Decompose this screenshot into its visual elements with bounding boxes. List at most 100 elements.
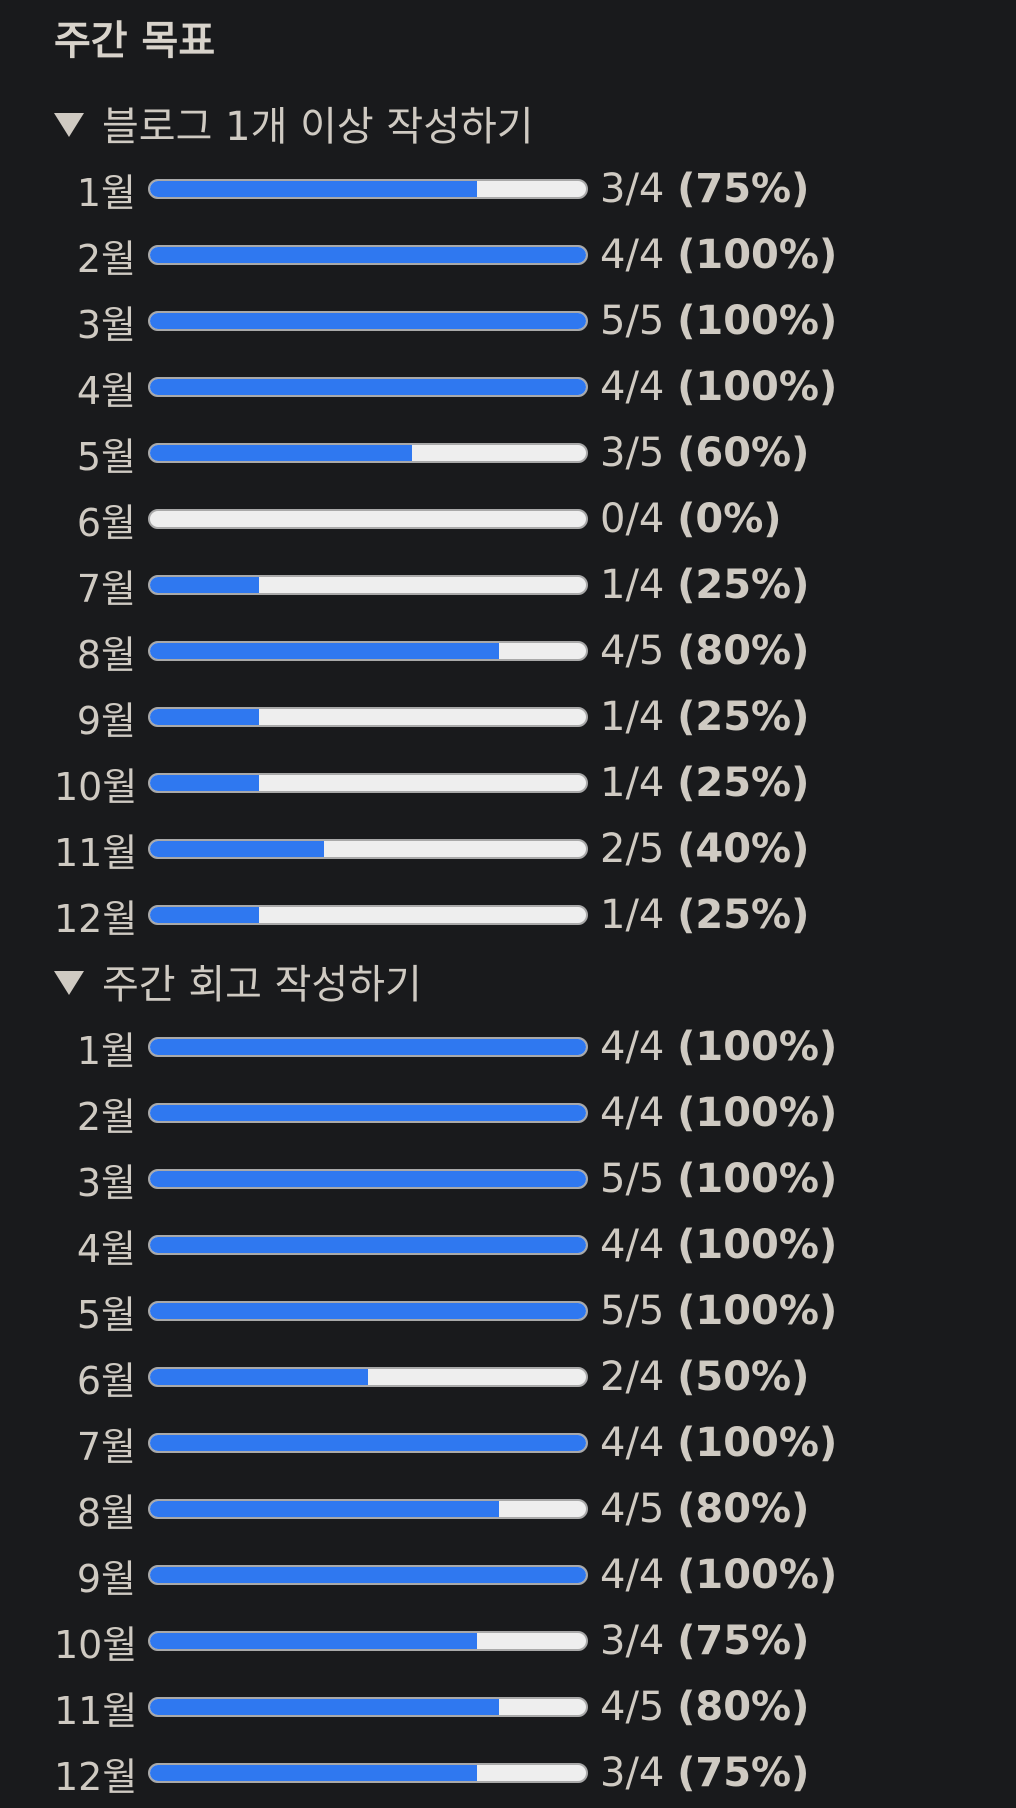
progress-bar (148, 1433, 588, 1453)
progress-bar-fill (150, 1303, 586, 1319)
triangle-down-icon[interactable] (54, 971, 84, 995)
progress-row: 2월 4/4 (100%) (54, 222, 1016, 288)
month-label: 2월 (54, 1086, 136, 1141)
month-label: 1월 (54, 1020, 136, 1075)
progress-bar-fill (150, 181, 477, 197)
progress-bar-fill (150, 643, 499, 659)
progress-bar (148, 575, 588, 595)
progress-stat: 5/5 (100%) (600, 1156, 837, 1202)
progress-bar-fill (150, 1237, 586, 1253)
progress-fraction: 2/4 (600, 1354, 664, 1400)
progress-percent: (100%) (677, 364, 837, 410)
month-label: 8월 (54, 624, 136, 679)
progress-bar (148, 1103, 588, 1123)
progress-stat: 4/4 (100%) (600, 1090, 837, 1136)
progress-bar-fill (150, 1699, 499, 1715)
progress-fraction: 3/4 (600, 166, 664, 212)
progress-bar (148, 1235, 588, 1255)
goal-section-retro: 주간 회고 작성하기 1월 4/4 (100%) 2월 4/4 (100%) 3월 5/5… (54, 948, 1016, 1806)
progress-row: 11월 4/5 (80%) (54, 1674, 1016, 1740)
progress-percent: (100%) (677, 1552, 837, 1598)
page-title: 주간 목표 (54, 14, 1016, 68)
progress-bar (148, 443, 588, 463)
progress-row: 6월 0/4 (0%) (54, 486, 1016, 552)
progress-fraction: 4/4 (600, 232, 664, 278)
progress-bar-fill (150, 775, 259, 791)
progress-bar (148, 1367, 588, 1387)
progress-percent: (100%) (677, 1090, 837, 1136)
progress-stat: 4/5 (80%) (600, 1486, 809, 1532)
progress-fraction: 1/4 (600, 760, 664, 806)
progress-stat: 4/5 (80%) (600, 1684, 809, 1730)
progress-bar (148, 1763, 588, 1783)
month-label: 4월 (54, 1218, 136, 1273)
month-label: 3월 (54, 294, 136, 349)
progress-fraction: 1/4 (600, 562, 664, 608)
progress-percent: (50%) (677, 1354, 809, 1400)
progress-bar (148, 1301, 588, 1321)
progress-list: 1월 4/4 (100%) 2월 4/4 (100%) 3월 5/5 (100%) 4월 4/… (54, 1014, 1016, 1806)
progress-bar-fill (150, 841, 324, 857)
progress-bar (148, 311, 588, 331)
month-label: 2월 (54, 228, 136, 283)
progress-percent: (40%) (677, 826, 809, 872)
month-label: 1월 (54, 162, 136, 217)
triangle-down-icon[interactable] (54, 113, 84, 137)
progress-percent: (75%) (677, 1750, 809, 1796)
progress-stat: 4/4 (100%) (600, 1024, 837, 1070)
progress-row: 5월 5/5 (100%) (54, 1278, 1016, 1344)
progress-row: 4월 4/4 (100%) (54, 1212, 1016, 1278)
progress-fraction: 4/5 (600, 1486, 664, 1532)
progress-row: 9월 4/4 (100%) (54, 1542, 1016, 1608)
progress-percent: (0%) (677, 496, 781, 542)
progress-bar (148, 1631, 588, 1651)
month-label: 11월 (54, 1680, 136, 1735)
progress-bar (148, 905, 588, 925)
progress-stat: 4/4 (100%) (600, 1222, 837, 1268)
month-label: 9월 (54, 1548, 136, 1603)
month-label: 7월 (54, 1416, 136, 1471)
progress-stat: 0/4 (0%) (600, 496, 782, 542)
progress-bar-fill (150, 577, 259, 593)
month-label: 10월 (54, 1614, 136, 1669)
progress-fraction: 4/4 (600, 1222, 664, 1268)
progress-row: 4월 4/4 (100%) (54, 354, 1016, 420)
progress-bar-fill (150, 1039, 586, 1055)
month-label: 4월 (54, 360, 136, 415)
progress-fraction: 5/5 (600, 298, 664, 344)
progress-bar-fill (150, 1633, 477, 1649)
progress-stat: 4/5 (80%) (600, 628, 809, 674)
progress-row: 11월 2/5 (40%) (54, 816, 1016, 882)
progress-stat: 1/4 (25%) (600, 562, 809, 608)
month-label: 5월 (54, 1284, 136, 1339)
progress-row: 5월 3/5 (60%) (54, 420, 1016, 486)
progress-bar (148, 245, 588, 265)
progress-percent: (75%) (677, 166, 809, 212)
progress-row: 8월 4/5 (80%) (54, 618, 1016, 684)
progress-percent: (100%) (677, 1024, 837, 1070)
progress-fraction: 4/4 (600, 1420, 664, 1466)
progress-stat: 4/4 (100%) (600, 1552, 837, 1598)
progress-row: 7월 1/4 (25%) (54, 552, 1016, 618)
progress-fraction: 3/5 (600, 430, 664, 476)
toggle-header-blog[interactable]: 블로그 1개 이상 작성하기 (54, 90, 1016, 156)
progress-stat: 5/5 (100%) (600, 298, 837, 344)
progress-row: 1월 4/4 (100%) (54, 1014, 1016, 1080)
progress-stat: 2/5 (40%) (600, 826, 809, 872)
progress-percent: (100%) (677, 1222, 837, 1268)
month-label: 9월 (54, 690, 136, 745)
progress-row: 7월 4/4 (100%) (54, 1410, 1016, 1476)
progress-fraction: 4/4 (600, 1552, 664, 1598)
toggle-header-retro[interactable]: 주간 회고 작성하기 (54, 948, 1016, 1014)
progress-bar-fill (150, 1765, 477, 1781)
progress-fraction: 4/5 (600, 1684, 664, 1730)
progress-fraction: 4/4 (600, 364, 664, 410)
progress-fraction: 5/5 (600, 1288, 664, 1334)
section-label: 주간 회고 작성하기 (102, 952, 422, 1010)
progress-percent: (100%) (677, 232, 837, 278)
progress-percent: (80%) (677, 628, 809, 674)
month-label: 3월 (54, 1152, 136, 1207)
progress-bar (148, 773, 588, 793)
progress-stat: 1/4 (25%) (600, 694, 809, 740)
progress-bar-fill (150, 445, 412, 461)
